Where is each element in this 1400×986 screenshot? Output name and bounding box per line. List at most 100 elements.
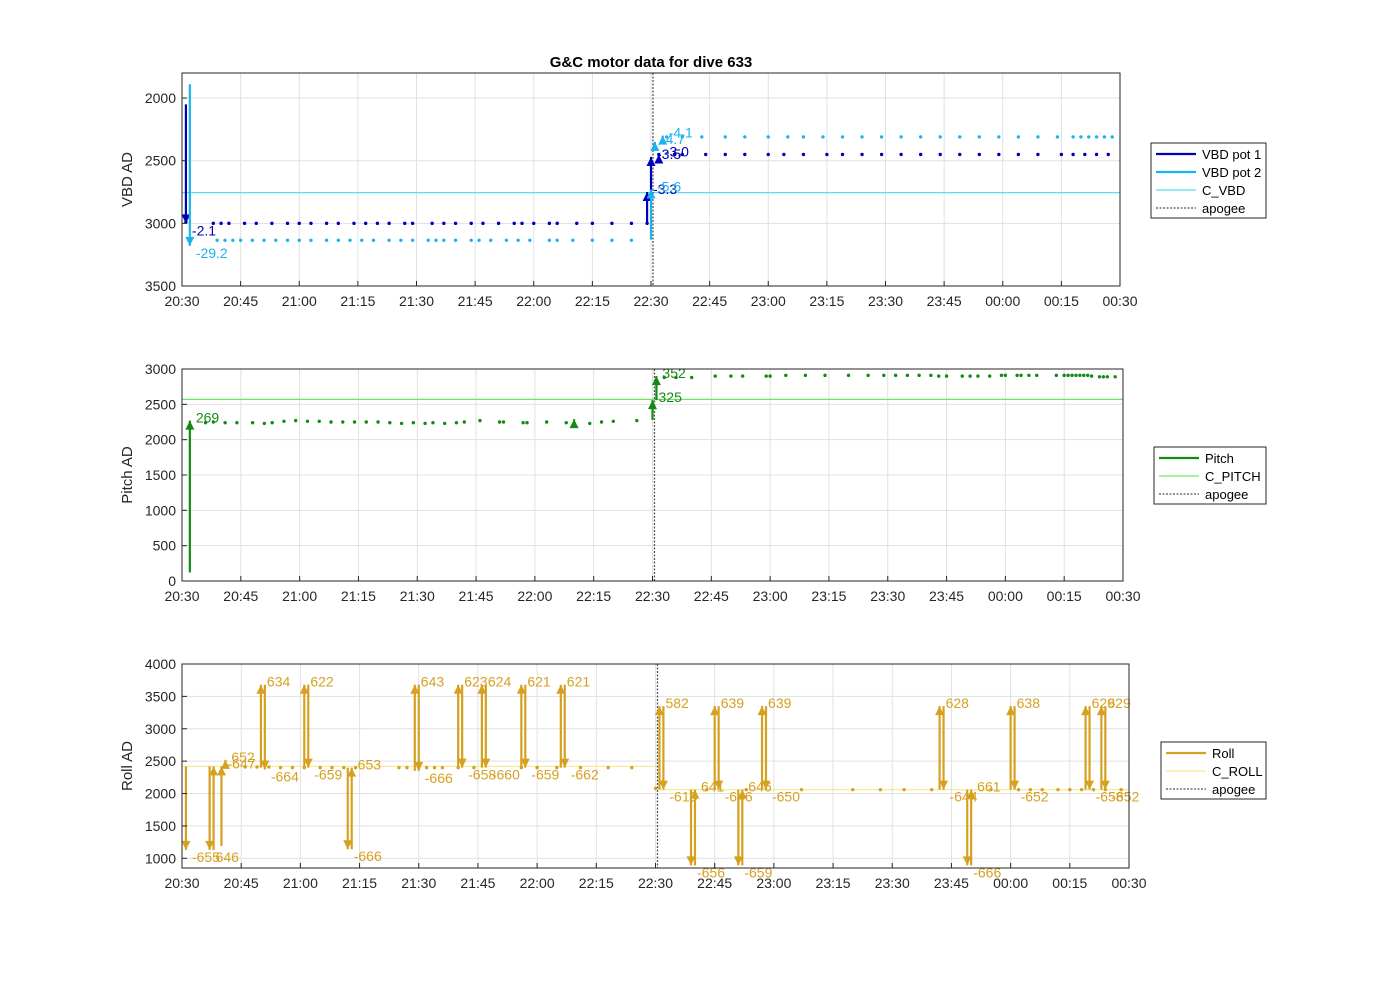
- data-point: [899, 135, 903, 139]
- data-point: [497, 420, 502, 424]
- legend-box: [1150, 142, 1267, 219]
- data-point: [267, 765, 271, 769]
- data-point: [610, 238, 614, 242]
- data-point: [478, 418, 482, 423]
- motor-move-arrowhead: [181, 840, 191, 850]
- data-point: [431, 421, 435, 425]
- data-point: [254, 221, 258, 226]
- motor-move-arrowhead: [185, 420, 195, 430]
- data-point: [860, 135, 864, 139]
- x-tick-label: 00:15: [1044, 293, 1079, 309]
- panel-2: 269 325 352 20:30 20:45 21:00 21:15 21:30 21:45 2…: [119, 361, 1267, 604]
- data-point: [1071, 152, 1075, 157]
- data-point: [786, 135, 790, 139]
- data-point: [454, 421, 459, 425]
- motor-move-arrowhead: [303, 758, 313, 768]
- motor-move-arrowhead: [737, 789, 747, 799]
- data-point: [442, 238, 446, 242]
- data-point: [799, 787, 804, 792]
- motor-move-arrowhead: [648, 400, 657, 410]
- legend-label: apogee: [1205, 487, 1248, 502]
- data-point: [1105, 375, 1110, 379]
- motor-move-label: -29.2: [196, 245, 228, 261]
- x-tick-label: 00:00: [988, 588, 1023, 604]
- data-point: [512, 221, 516, 226]
- data-point: [255, 765, 259, 769]
- motor-move-arrowhead: [481, 758, 491, 768]
- data-point: [680, 135, 684, 139]
- motor-move-label: -662: [571, 767, 599, 783]
- x-tick-label: 00:15: [1047, 588, 1082, 604]
- data-point: [999, 373, 1004, 378]
- data-point: [353, 765, 358, 770]
- data-point: [1079, 135, 1083, 139]
- y-tick-label: 500: [153, 538, 177, 554]
- motor-move-arrowhead: [556, 684, 566, 694]
- data-point: [481, 221, 485, 226]
- legend-label: apogee: [1212, 782, 1255, 797]
- motor-move-label: -3.0: [665, 143, 689, 159]
- panels: -2.1 -3.3 -3.5-3.0 -29.2 -5.6 -4.7-4.1 20:30 20…: [119, 72, 1267, 891]
- data-point: [782, 152, 786, 157]
- motor-move-arrowhead: [1006, 706, 1016, 716]
- data-point: [555, 221, 559, 226]
- data-point: [882, 373, 886, 378]
- data-point: [243, 765, 247, 769]
- data-point: [250, 238, 255, 242]
- data-point: [743, 135, 747, 139]
- data-point: [342, 765, 346, 770]
- data-point: [411, 421, 416, 425]
- x-tick-label: 22:30: [638, 875, 673, 891]
- x-tick-label: 20:45: [223, 293, 258, 309]
- motor-move-label: -659: [531, 767, 559, 783]
- data-point: [544, 420, 549, 424]
- data-point: [430, 221, 434, 226]
- motor-move-arrowhead: [181, 214, 191, 224]
- data-point: [388, 421, 392, 425]
- motor-move-arrowhead: [651, 376, 661, 386]
- motor-move-label: 634: [267, 674, 291, 690]
- motor-move-label: 623: [464, 674, 488, 690]
- data-point: [270, 421, 274, 425]
- x-tick-label: 00:15: [1052, 875, 1087, 891]
- data-point: [203, 421, 208, 425]
- x-tick-label: 20:30: [164, 293, 199, 309]
- y-tick-label: 2500: [145, 153, 176, 169]
- x-tick-label: 22:15: [576, 588, 611, 604]
- motor-move-label: -660: [492, 767, 520, 783]
- data-point: [434, 238, 438, 242]
- legend-label: VBD pot 1: [1202, 147, 1261, 162]
- data-point: [317, 419, 321, 423]
- motor-move-label: 582: [665, 695, 689, 711]
- data-point: [235, 421, 239, 425]
- data-point: [305, 419, 310, 423]
- data-point: [525, 421, 529, 425]
- legend-label: C_ROLL: [1212, 764, 1263, 779]
- data-point: [840, 152, 845, 157]
- data-point: [977, 135, 981, 139]
- data-point: [674, 375, 678, 380]
- data-point: [547, 238, 552, 242]
- x-tick-label: 23:30: [870, 588, 905, 604]
- data-point: [318, 765, 322, 770]
- data-point: [588, 421, 592, 426]
- data-point: [440, 765, 445, 770]
- motor-move-label: 629: [1092, 695, 1116, 711]
- data-point: [309, 221, 313, 226]
- motor-move-label: 622: [310, 674, 334, 690]
- data-point: [937, 374, 941, 378]
- motor-move-label: -647: [227, 755, 255, 771]
- x-tick-label: 22:45: [697, 875, 732, 891]
- x-tick-label: 22:15: [579, 875, 614, 891]
- data-point: [1083, 152, 1087, 157]
- motor-move-label: -666: [354, 848, 382, 864]
- data-point: [469, 238, 473, 242]
- x-tick-label: 23:45: [927, 293, 962, 309]
- x-tick-label: 23:00: [753, 588, 788, 604]
- y-axis-label: VBD AD: [119, 152, 136, 207]
- motor-move-label: -3.5: [657, 146, 681, 162]
- data-point: [611, 419, 615, 423]
- data-point: [1055, 135, 1060, 139]
- data-point: [1036, 135, 1040, 139]
